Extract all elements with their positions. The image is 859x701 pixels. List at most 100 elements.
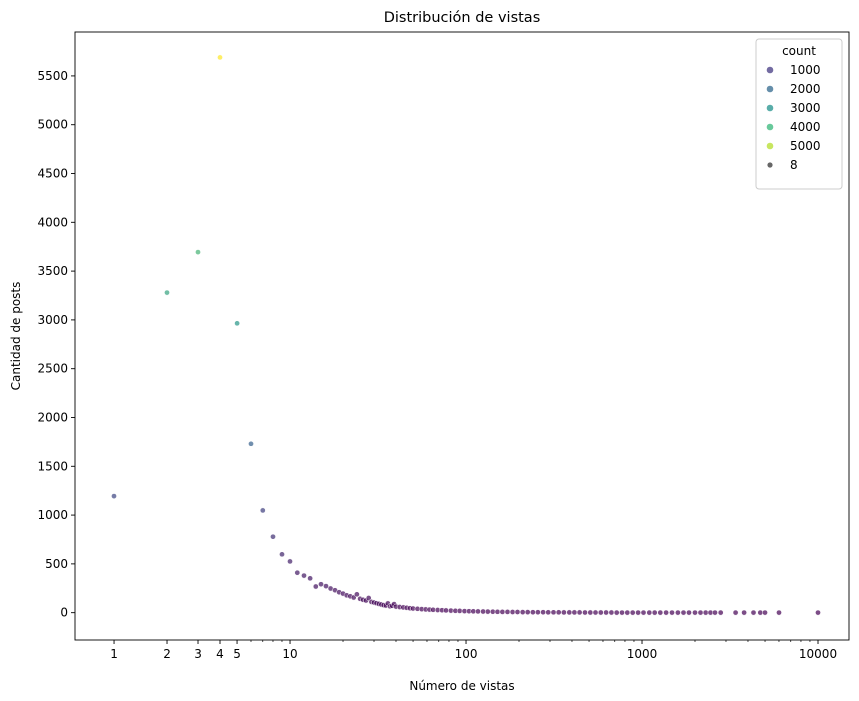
- data-point: [535, 609, 541, 616]
- x-tick-label: 1: [110, 647, 118, 661]
- data-point: [248, 440, 254, 447]
- data-point: [234, 320, 240, 327]
- y-tick-label: 2500: [37, 362, 68, 376]
- data-point: [323, 583, 329, 589]
- data-point: [732, 609, 739, 616]
- y-tick-label: 5000: [37, 118, 68, 132]
- data-point: [456, 608, 463, 614]
- x-tick-label: 100: [455, 647, 478, 661]
- data-point: [657, 609, 664, 616]
- legend-marker: [767, 162, 773, 168]
- data-point: [470, 608, 477, 615]
- y-tick-label: 0: [60, 606, 68, 620]
- data-point: [259, 507, 266, 514]
- data-point: [294, 569, 301, 576]
- data-point: [514, 609, 521, 615]
- legend-marker: [766, 66, 774, 74]
- y-tick-label: 3000: [37, 313, 68, 327]
- x-tick-label: 4: [216, 647, 224, 661]
- y-axis: 0 500 1000 1500 2000 2500 3000 3500 4000 4500 5000…: [37, 69, 75, 620]
- data-point: [624, 609, 631, 616]
- data-point: [484, 608, 491, 615]
- data-point: [499, 609, 506, 615]
- legend-marker: [766, 104, 774, 112]
- legend-entries: 1000 2000 3000 4000 5000 8: [766, 63, 821, 172]
- x-tick-label: 3: [194, 647, 202, 661]
- legend-label: 4000: [790, 120, 821, 134]
- y-tick-label: 3500: [37, 264, 68, 278]
- data-point: [566, 609, 573, 616]
- y-tick-label: 4000: [37, 215, 68, 229]
- data-point: [603, 609, 609, 616]
- data-point: [555, 609, 562, 616]
- legend: count 1000 2000 3000 4000 5000 8: [755, 38, 843, 190]
- data-point: [776, 609, 782, 616]
- legend-marker: [766, 142, 774, 150]
- data-point: [592, 609, 599, 616]
- data-point: [692, 609, 698, 616]
- data-point: [608, 609, 615, 616]
- data-point: [717, 609, 724, 616]
- data-point: [540, 609, 546, 616]
- data-point: [550, 609, 557, 616]
- data-point: [287, 558, 293, 565]
- y-tick-label: 1500: [37, 459, 68, 473]
- y-tick-label: 5500: [37, 69, 68, 83]
- y-tick-label: 4500: [37, 167, 68, 181]
- data-point: [613, 609, 620, 616]
- data-point: [675, 609, 681, 616]
- data-point: [279, 551, 285, 558]
- data-point: [164, 289, 170, 296]
- data-point: [582, 609, 588, 616]
- legend-label: 3000: [790, 101, 821, 115]
- x-tick-label: 1000: [627, 647, 658, 661]
- y-tick-label: 2000: [37, 410, 68, 424]
- data-point: [640, 609, 647, 616]
- data-point: [757, 609, 764, 616]
- x-tick-label: 5: [233, 647, 241, 661]
- chart-title: Distribución de vistas: [384, 10, 541, 26]
- data-point: [443, 607, 449, 614]
- data-point: [312, 583, 319, 590]
- data-point: [318, 581, 324, 588]
- legend-label: 1000: [790, 63, 821, 77]
- plot-background: [75, 32, 849, 640]
- data-point: [494, 608, 501, 615]
- points-layer: [111, 54, 821, 616]
- data-point: [741, 609, 747, 616]
- data-point: [509, 609, 516, 615]
- data-point: [702, 609, 709, 616]
- plot-frame: [74, 31, 850, 641]
- data-point: [475, 608, 481, 615]
- data-point: [750, 609, 757, 616]
- legend-box: [755, 38, 843, 190]
- data-point: [762, 609, 768, 616]
- y-axis-label: Cantidad de posts: [9, 282, 23, 391]
- y-tick-label: 500: [45, 557, 68, 571]
- x-tick-label: 10: [282, 647, 297, 661]
- x-axis-label: Número de vistas: [409, 679, 514, 693]
- data-point: [697, 609, 704, 616]
- y-tick-label: 1000: [37, 508, 68, 522]
- data-point: [307, 575, 313, 582]
- data-point: [669, 609, 675, 616]
- legend-title: count: [782, 44, 816, 58]
- data-point: [815, 609, 821, 616]
- x-tick-label: 2: [163, 647, 171, 661]
- data-point: [597, 609, 604, 616]
- data-point: [712, 609, 718, 616]
- data-point: [686, 609, 692, 616]
- legend-marker: [766, 85, 774, 93]
- data-point: [480, 608, 486, 615]
- data-point: [651, 609, 658, 616]
- legend-label: 5000: [790, 139, 821, 153]
- data-point: [111, 493, 117, 499]
- data-point: [530, 609, 536, 616]
- data-point: [354, 591, 360, 598]
- data-point: [680, 609, 687, 616]
- data-point: [619, 609, 625, 616]
- data-point: [301, 572, 307, 579]
- data-point: [571, 609, 578, 616]
- data-point: [504, 609, 511, 615]
